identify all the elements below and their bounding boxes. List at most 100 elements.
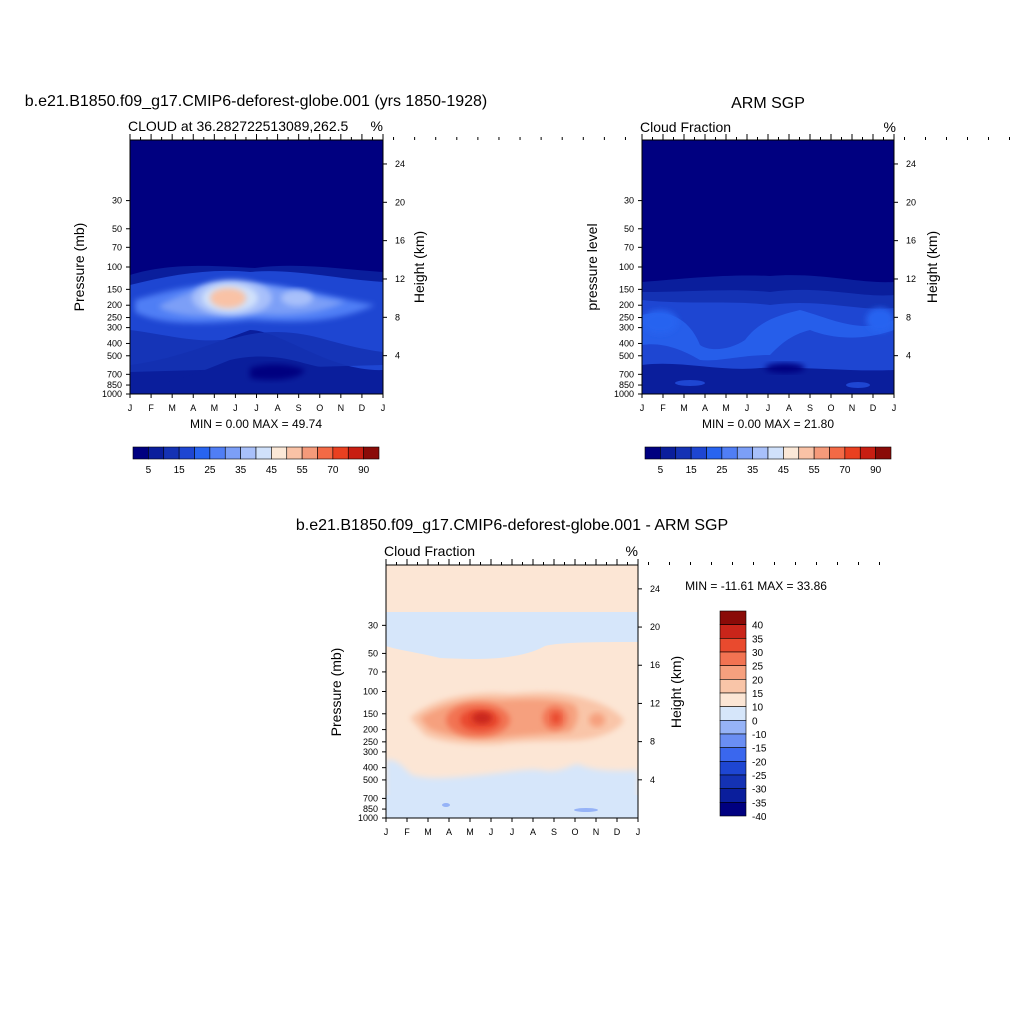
month-tick-label: J — [766, 403, 771, 413]
height-tick-label: 12 — [650, 698, 660, 708]
colorbar-label: -40 — [752, 812, 767, 823]
pressure-tick-label: 700 — [107, 369, 122, 379]
colorbar-swatch — [719, 624, 747, 639]
height-tick-label: 24 — [906, 159, 916, 169]
month-tick-label: M — [424, 827, 432, 837]
colorbar-swatch — [132, 446, 149, 460]
month-tick-label: F — [404, 827, 410, 837]
colorbar-swatch — [271, 446, 288, 460]
colorbar-swatch — [829, 446, 846, 460]
colorbar-swatch — [363, 446, 380, 460]
month-tick-label: N — [338, 403, 345, 413]
panel-diff-main-title: b.e21.B1850.f09_g17.CMIP6-deforest-globe… — [296, 517, 728, 534]
height-tick-label: 4 — [906, 351, 911, 361]
pressure-tick-label: 400 — [107, 338, 122, 348]
colorbar-swatch — [719, 679, 747, 694]
colorbar-label: -15 — [752, 744, 767, 755]
colorbar-label: 5 — [658, 465, 664, 476]
colorbar-swatch — [859, 446, 876, 460]
colorbar-label: 35 — [235, 465, 247, 476]
month-tick-label: S — [551, 827, 557, 837]
pressure-tick-label: 400 — [619, 338, 634, 348]
pressure-tick-label: 250 — [107, 313, 122, 323]
pressure-tick-label: 30 — [368, 620, 378, 630]
colorbar-swatch — [719, 720, 747, 735]
pressure-tick-label: 250 — [619, 313, 634, 323]
pressure-tick-label: 1000 — [102, 389, 122, 399]
panel-model-units: % — [371, 118, 383, 134]
pressure-tick-label: 200 — [363, 725, 378, 735]
colorbar-swatch — [332, 446, 349, 460]
colorbar-swatch — [798, 446, 815, 460]
colorbar-swatch — [719, 774, 747, 789]
colorbar-label: 55 — [809, 465, 821, 476]
pressure-tick-label: 500 — [107, 351, 122, 361]
month-tick-label: A — [786, 403, 792, 413]
colorbar-label: 30 — [752, 648, 764, 659]
pressure-tick-label: 150 — [363, 709, 378, 719]
pressure-tick-label: 850 — [363, 804, 378, 814]
pressure-tick-label: 30 — [112, 196, 122, 206]
colorbar-label: 25 — [752, 662, 764, 673]
colorbar-label: -30 — [752, 785, 767, 796]
month-tick-label: A — [275, 403, 281, 413]
colorbar-swatch — [301, 446, 318, 460]
colorbar-label: 20 — [752, 675, 764, 686]
colorbar-swatch — [719, 761, 747, 776]
height-tick-label: 24 — [650, 584, 660, 594]
panel-diff-axes: 3050701001502002503004005007008501000481… — [358, 559, 880, 837]
colorbar-label: 5 — [146, 465, 152, 476]
month-tick-label: J — [640, 403, 645, 413]
colorbar-label: 15 — [174, 465, 186, 476]
month-tick-label: O — [827, 403, 834, 413]
month-tick-label: M — [211, 403, 219, 413]
colorbar-label: 40 — [752, 621, 764, 632]
colorbar-swatch — [209, 446, 226, 460]
height-tick-label: 12 — [395, 274, 405, 284]
colorbar-label: -25 — [752, 771, 767, 782]
colorbar-swatch — [163, 446, 180, 460]
month-tick-label: M — [466, 827, 474, 837]
height-tick-label: 8 — [395, 312, 400, 322]
panel-diff-minmax: MIN = -11.61 MAX = 33.86 — [685, 579, 827, 593]
month-tick-label: F — [148, 403, 154, 413]
pressure-tick-label: 50 — [368, 648, 378, 658]
colorbar-swatch — [752, 446, 769, 460]
colorbar-label: 25 — [716, 465, 728, 476]
month-tick-label: J — [381, 403, 386, 413]
pressure-tick-label: 850 — [107, 380, 122, 390]
panel-obs-minmax: MIN = 0.00 MAX = 21.80 — [702, 417, 834, 431]
colorbar-swatch — [148, 446, 165, 460]
colorbar-label: 15 — [752, 689, 764, 700]
panel-obs-field — [642, 140, 894, 394]
month-tick-label: J — [745, 403, 750, 413]
colorbar-swatch — [255, 446, 272, 460]
pressure-tick-label: 300 — [619, 323, 634, 333]
month-tick-label: J — [254, 403, 259, 413]
pressure-tick-label: 500 — [363, 775, 378, 785]
pressure-tick-label: 100 — [107, 262, 122, 272]
panel-model-minmax: MIN = 0.00 MAX = 49.74 — [190, 417, 322, 431]
height-tick-label: 8 — [650, 737, 655, 747]
month-tick-label: J — [233, 403, 238, 413]
pressure-tick-label: 300 — [363, 747, 378, 757]
colorbar-swatch — [719, 692, 747, 707]
month-tick-label: D — [614, 827, 621, 837]
panel-obs-y-label: pressure level — [584, 223, 600, 310]
month-tick-label: O — [571, 827, 578, 837]
colorbar-swatch — [660, 446, 677, 460]
colorbar-swatch — [240, 446, 257, 460]
month-tick-label: D — [870, 403, 877, 413]
height-tick-label: 16 — [395, 236, 405, 246]
pressure-tick-label: 400 — [363, 763, 378, 773]
month-tick-label: A — [446, 827, 452, 837]
colorbar-swatch — [875, 446, 892, 460]
height-tick-label: 20 — [395, 197, 405, 207]
colorbar-swatch — [719, 733, 747, 748]
pressure-tick-label: 700 — [363, 793, 378, 803]
month-tick-label: N — [849, 403, 856, 413]
month-tick-label: M — [168, 403, 176, 413]
